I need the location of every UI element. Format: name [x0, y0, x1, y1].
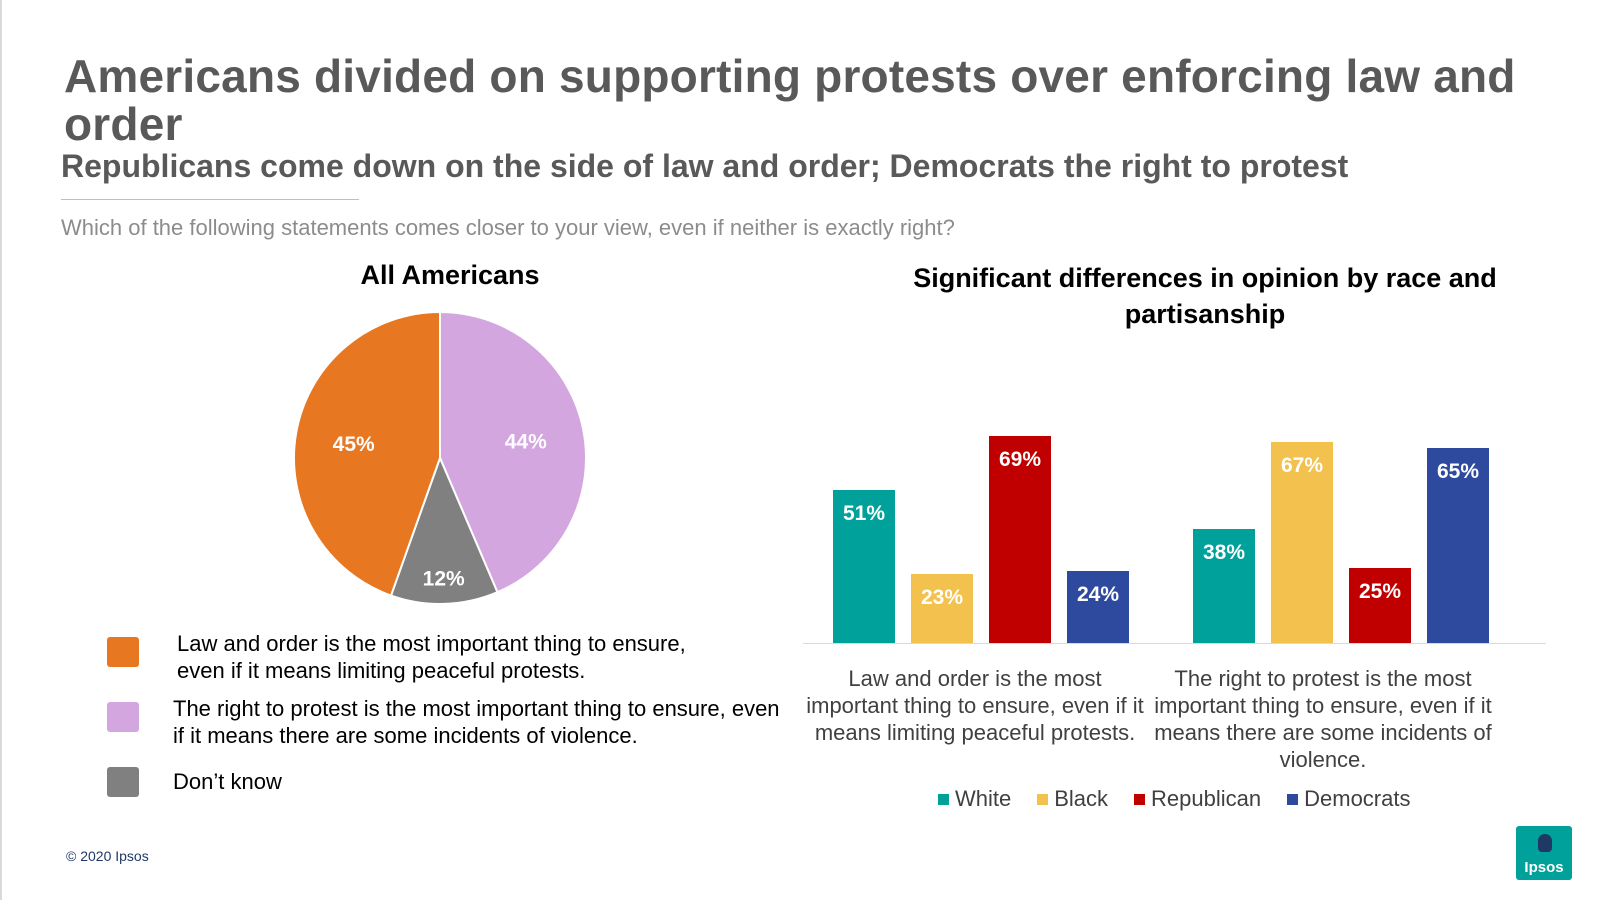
copyright-notice: © 2020 Ipsos [66, 848, 149, 864]
bar-chart-title: Significant differences in opinion by ra… [913, 263, 1497, 329]
bar-republican-protest [1349, 568, 1411, 643]
legend-item-republican: Republican [1134, 786, 1261, 812]
white-legend-label: White [955, 786, 1012, 811]
bar-data-label-republican-protest: 25% [1359, 580, 1401, 603]
survey-question: Which of the following statements comes … [61, 215, 955, 240]
bar-democrats-law [1067, 571, 1129, 643]
bar-democrats-protest [1427, 448, 1489, 643]
legend-item-democrats: Democrats [1287, 786, 1410, 812]
law-legend-swatch [107, 637, 139, 667]
pie-data-label-protest: 44% [505, 430, 547, 453]
bar-data-label-black-protest: 67% [1281, 454, 1323, 477]
dontknow-legend-label: Don’t know [173, 769, 282, 794]
democrats-legend-label: Democrats [1304, 786, 1411, 811]
black-legend-label: Black [1054, 786, 1109, 811]
page-subtitle: Republicans come down on the side of law… [61, 148, 1349, 184]
bar-category-label-law: Law and order is the most important thin… [806, 666, 1144, 745]
white-legend-swatch [938, 793, 949, 805]
black-legend-swatch [1037, 793, 1049, 805]
bar-data-label-white-law: 51% [843, 502, 885, 525]
logo-text: Ipsos [1524, 859, 1564, 876]
bar-black-protest [1271, 442, 1333, 643]
pie-slice-law [292, 310, 441, 597]
bar-legend: White Black Republican Democrats [938, 786, 1436, 812]
pie-data-label-law: 45% [333, 433, 375, 456]
republican-legend-label: Republican [1151, 786, 1262, 811]
law-legend-label: Law and order is the most important thin… [177, 631, 686, 683]
title-divider [61, 199, 359, 200]
bar-white-law [833, 490, 895, 643]
pie-slice-protest [439, 310, 588, 594]
left-border-rule [0, 0, 2, 900]
pie-data-label-dontknow: 12% [423, 568, 465, 591]
bar-data-label-democrats-law: 24% [1077, 583, 1119, 606]
democrats-legend-swatch [1287, 793, 1299, 805]
protest-legend-label: The right to protest is the most importa… [173, 696, 780, 748]
pie-chart-title: All Americans [360, 260, 540, 290]
dontknow-legend-swatch [107, 767, 139, 797]
bar-category-label-protest: The right to protest is the most importa… [1154, 666, 1492, 772]
protest-legend-swatch [107, 702, 139, 732]
logo-head-icon [1538, 834, 1552, 852]
republican-legend-swatch [1134, 793, 1146, 805]
bar-black-law [911, 574, 973, 643]
bar-republican-law [989, 436, 1051, 643]
pie-legend-protest: The right to protest is the most importa… [107, 695, 783, 749]
legend-item-white: White [938, 786, 1011, 812]
pie-legend-law: Law and order is the most important thin… [107, 630, 737, 684]
bar-data-label-white-protest: 38% [1203, 541, 1245, 564]
pie-legend-dontknow: Don’t know [107, 767, 282, 797]
bar-data-label-democrats-protest: 65% [1437, 460, 1479, 483]
ipsos-logo: Ipsos [1516, 826, 1572, 880]
page-title: Americans divided on supporting protests… [64, 50, 1516, 150]
bar-white-protest [1193, 529, 1255, 643]
bar-data-label-republican-law: 69% [999, 448, 1041, 471]
legend-item-black: Black [1037, 786, 1108, 812]
bar-data-label-black-law: 23% [921, 586, 963, 609]
pie-slice-dontknow [389, 455, 499, 606]
